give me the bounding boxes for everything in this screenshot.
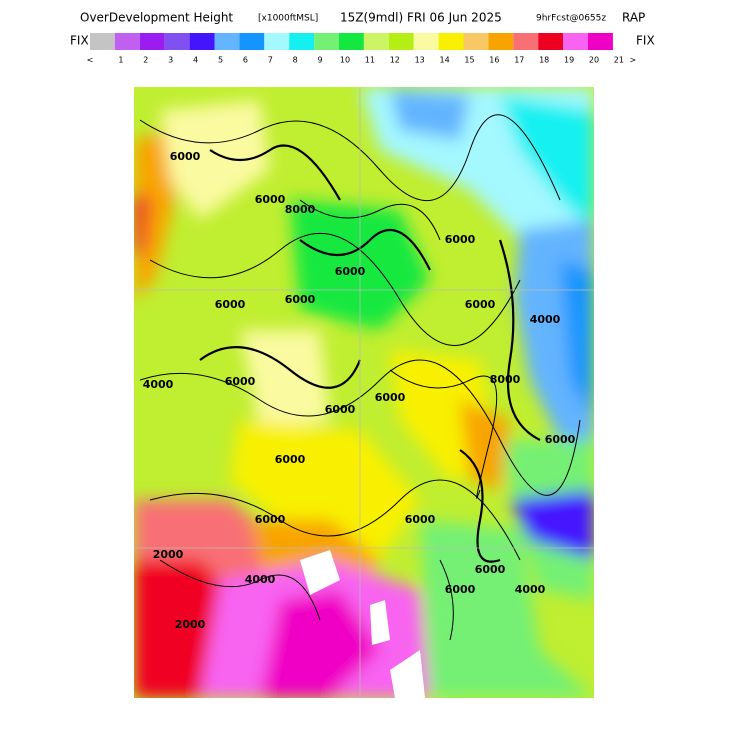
contour-label: 8000	[490, 373, 521, 386]
legend-label: 7	[268, 56, 273, 65]
legend-swatch	[413, 33, 439, 50]
contour-label: 8000	[285, 203, 316, 216]
legend-label: 12	[390, 56, 400, 65]
contour-label: 4000	[515, 583, 546, 596]
legend-label: 21	[614, 56, 624, 65]
contour-label: 4000	[530, 313, 561, 326]
contour-label: 6000	[215, 298, 246, 311]
legend-swatch	[214, 33, 240, 50]
contour-label: 2000	[153, 548, 184, 561]
legend-label: 2	[143, 56, 148, 65]
legend-swatch	[363, 33, 389, 50]
legend-label: 8	[293, 56, 298, 65]
contour-label: 6000	[475, 563, 506, 576]
legend-fix-right: FIX	[636, 34, 655, 48]
legend-label: 9	[318, 56, 323, 65]
forecast: 9hrFcst@0655z	[536, 14, 606, 24]
legend-swatch	[289, 33, 315, 50]
contour-label: 6000	[255, 513, 286, 526]
legend-fix-left: FIX	[70, 34, 89, 48]
legend-swatch	[189, 33, 215, 50]
legend-label: 10	[340, 56, 350, 65]
contour-label: 6000	[170, 150, 201, 163]
legend-swatch	[513, 33, 539, 50]
legend-swatch	[463, 33, 489, 50]
legend-swatch	[588, 33, 613, 50]
legend-swatch	[139, 33, 165, 50]
contour-label: 4000	[245, 573, 276, 586]
legend-swatch	[239, 33, 265, 50]
legend-label: 4	[193, 56, 198, 65]
legend-label: 11	[365, 56, 375, 65]
legend-label: 15	[464, 56, 474, 65]
legend-label: 20	[589, 56, 599, 65]
contour-label: 6000	[275, 453, 306, 466]
contour-label: 6000	[465, 298, 496, 311]
contour-label: 6000	[545, 433, 576, 446]
contour-label: 6000	[335, 265, 366, 278]
legend-swatch	[90, 33, 115, 50]
legend-swatch	[488, 33, 514, 50]
contour-label: 6000	[325, 403, 356, 416]
legend-swatch	[114, 33, 140, 50]
valid-time: 15Z(9mdl) FRI 06 Jun 2025	[340, 11, 502, 25]
legend-swatch	[339, 33, 364, 50]
units: [x1000ftMSL]	[258, 14, 318, 24]
legend-swatch	[164, 33, 190, 50]
legend-swatch	[563, 33, 588, 50]
contour-label: 6000	[225, 375, 256, 388]
contour-label: 4000	[143, 378, 174, 391]
legend-label: 17	[514, 56, 524, 65]
legend-swatch	[438, 33, 464, 50]
contour-label: 6000	[255, 193, 286, 206]
legend-label: 1	[118, 56, 123, 65]
legend-label: 3	[168, 56, 173, 65]
contour-label: 6000	[445, 583, 476, 596]
contour-label: 2000	[175, 618, 206, 631]
contour-label: 6000	[285, 293, 316, 306]
legend-label: 6	[243, 56, 248, 65]
contour-label: 6000	[405, 513, 436, 526]
legend-label: >	[630, 56, 637, 65]
legend-swatch	[538, 33, 564, 50]
legend-label: 16	[489, 56, 499, 65]
legend-label: 18	[539, 56, 549, 65]
legend-label: <	[87, 56, 94, 65]
legend-label: 13	[415, 56, 425, 65]
legend-swatch	[314, 33, 339, 50]
legend-label: 5	[218, 56, 223, 65]
model: RAP	[622, 11, 645, 25]
legend-swatch	[264, 33, 290, 50]
contour-label: 6000	[375, 391, 406, 404]
legend-swatch	[388, 33, 414, 50]
legend-label: 19	[564, 56, 574, 65]
legend: <1 2 3 4 5 6 7 8 9 10 11 12 13 14 15 16 17 18 19 20 21 >	[87, 33, 637, 65]
legend-label: 14	[440, 56, 450, 65]
title: OverDevelopment Height	[80, 11, 233, 25]
contour-label: 6000	[445, 233, 476, 246]
